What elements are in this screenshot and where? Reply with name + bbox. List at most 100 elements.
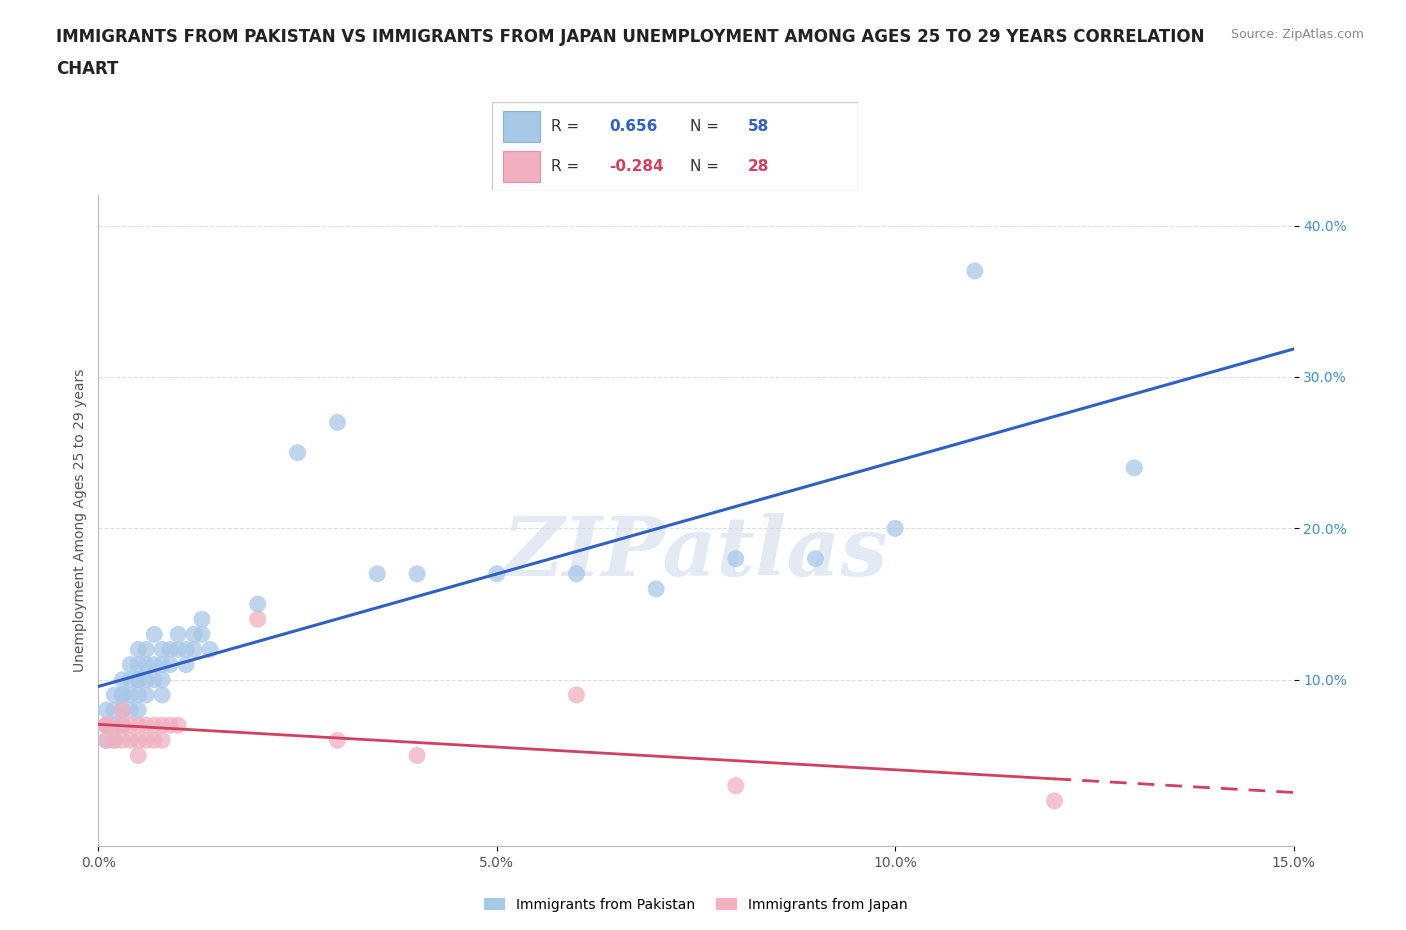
Point xyxy=(326,415,349,430)
Point xyxy=(366,566,388,581)
Point xyxy=(167,718,190,733)
Point xyxy=(326,733,349,748)
Point xyxy=(103,733,125,748)
Point xyxy=(963,263,986,278)
Legend: Immigrants from Pakistan, Immigrants from Japan: Immigrants from Pakistan, Immigrants fro… xyxy=(478,893,914,918)
Point xyxy=(150,687,173,702)
Point xyxy=(159,658,181,672)
Point xyxy=(150,733,173,748)
Point xyxy=(111,672,134,687)
Point xyxy=(150,718,173,733)
Point xyxy=(127,748,149,763)
Point xyxy=(884,521,907,536)
Point xyxy=(135,687,157,702)
Point xyxy=(96,718,118,733)
Point xyxy=(111,702,134,717)
Point xyxy=(103,733,125,748)
Point xyxy=(143,672,166,687)
Point xyxy=(96,733,118,748)
Point xyxy=(96,718,118,733)
Point xyxy=(103,718,125,733)
Point xyxy=(485,566,508,581)
Point xyxy=(804,551,827,566)
Point xyxy=(565,687,588,702)
Text: 0.656: 0.656 xyxy=(609,119,658,134)
Point xyxy=(103,702,125,717)
Point xyxy=(111,733,134,748)
Text: N =: N = xyxy=(689,159,723,174)
Point xyxy=(127,718,149,733)
FancyBboxPatch shape xyxy=(492,102,858,191)
Point xyxy=(191,627,214,642)
Point xyxy=(1043,793,1066,808)
Point xyxy=(150,672,173,687)
Point xyxy=(183,642,205,657)
Point xyxy=(120,718,142,733)
Point xyxy=(96,718,118,733)
Point xyxy=(120,702,142,717)
Text: -0.284: -0.284 xyxy=(609,159,664,174)
Point xyxy=(198,642,221,657)
Point xyxy=(565,566,588,581)
Point xyxy=(96,718,118,733)
Point xyxy=(135,642,157,657)
Text: R =: R = xyxy=(551,159,583,174)
Point xyxy=(111,718,134,733)
Point xyxy=(111,718,134,733)
Text: Source: ZipAtlas.com: Source: ZipAtlas.com xyxy=(1230,28,1364,41)
Point xyxy=(127,658,149,672)
Point xyxy=(174,642,197,657)
Point xyxy=(406,748,429,763)
Text: 58: 58 xyxy=(748,119,769,134)
Point xyxy=(127,672,149,687)
Point xyxy=(143,718,166,733)
Point xyxy=(724,551,747,566)
Point xyxy=(103,718,125,733)
Text: IMMIGRANTS FROM PAKISTAN VS IMMIGRANTS FROM JAPAN UNEMPLOYMENT AMONG AGES 25 TO : IMMIGRANTS FROM PAKISTAN VS IMMIGRANTS F… xyxy=(56,28,1205,46)
Text: R =: R = xyxy=(551,119,583,134)
Text: ZIPatlas: ZIPatlas xyxy=(503,513,889,593)
Point xyxy=(246,597,269,612)
Point xyxy=(159,642,181,657)
Point xyxy=(1123,460,1146,475)
Point xyxy=(135,718,157,733)
Point xyxy=(135,658,157,672)
Point xyxy=(96,702,118,717)
Point xyxy=(120,687,142,702)
Point xyxy=(143,658,166,672)
Point xyxy=(127,702,149,717)
Point xyxy=(167,642,190,657)
Text: 28: 28 xyxy=(748,159,769,174)
Point xyxy=(135,672,157,687)
Point xyxy=(111,687,134,702)
Point xyxy=(127,687,149,702)
Point xyxy=(120,733,142,748)
Text: N =: N = xyxy=(689,119,723,134)
FancyBboxPatch shape xyxy=(503,112,540,142)
Text: CHART: CHART xyxy=(56,60,118,78)
Point xyxy=(120,658,142,672)
Point xyxy=(127,642,149,657)
FancyBboxPatch shape xyxy=(503,151,540,182)
Y-axis label: Unemployment Among Ages 25 to 29 years: Unemployment Among Ages 25 to 29 years xyxy=(73,369,87,672)
Point xyxy=(183,627,205,642)
Point xyxy=(174,658,197,672)
Point xyxy=(96,733,118,748)
Point xyxy=(645,581,668,596)
Point xyxy=(127,672,149,687)
Point xyxy=(143,627,166,642)
Point xyxy=(159,718,181,733)
Point xyxy=(406,566,429,581)
Point xyxy=(143,733,166,748)
Point xyxy=(150,642,173,657)
Point xyxy=(150,658,173,672)
Point xyxy=(167,627,190,642)
Point xyxy=(191,612,214,627)
Point xyxy=(111,702,134,717)
Point xyxy=(111,687,134,702)
Point xyxy=(103,687,125,702)
Point xyxy=(96,718,118,733)
Point xyxy=(246,612,269,627)
Point xyxy=(287,445,309,460)
Point xyxy=(135,733,157,748)
